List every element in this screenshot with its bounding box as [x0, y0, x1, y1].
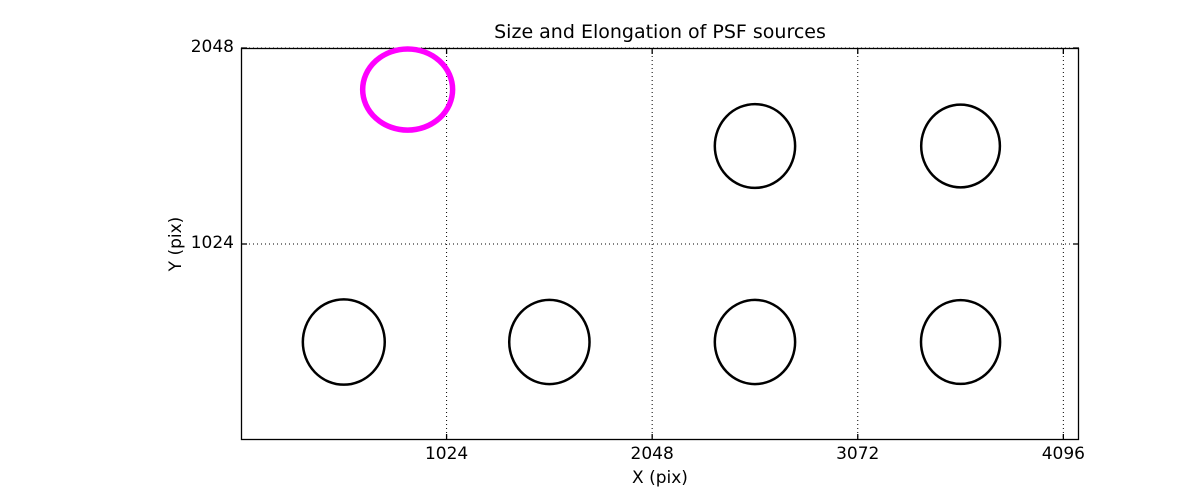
- x-tick-label: 2048: [630, 444, 674, 464]
- flagged-psf-source-ellipse: [359, 46, 456, 133]
- x-axis-label: X (pix): [632, 468, 688, 488]
- psf-source-ellipse: [713, 102, 797, 190]
- y-tick-label: 1024: [190, 233, 234, 253]
- x-tick-label: 4096: [1041, 444, 1085, 464]
- y-tick-label: 2048: [190, 37, 234, 57]
- x-tick-label: 3072: [836, 444, 880, 464]
- psf-source-ellipse: [507, 298, 591, 386]
- psf-source-ellipse: [301, 298, 386, 386]
- chart-title: Size and Elongation of PSF sources: [494, 21, 826, 43]
- x-tick-label: 1024: [424, 444, 469, 464]
- psf-source-ellipse: [713, 298, 797, 386]
- psf-source-ellipse: [919, 103, 1002, 189]
- psf-source-ellipse: [919, 298, 1002, 386]
